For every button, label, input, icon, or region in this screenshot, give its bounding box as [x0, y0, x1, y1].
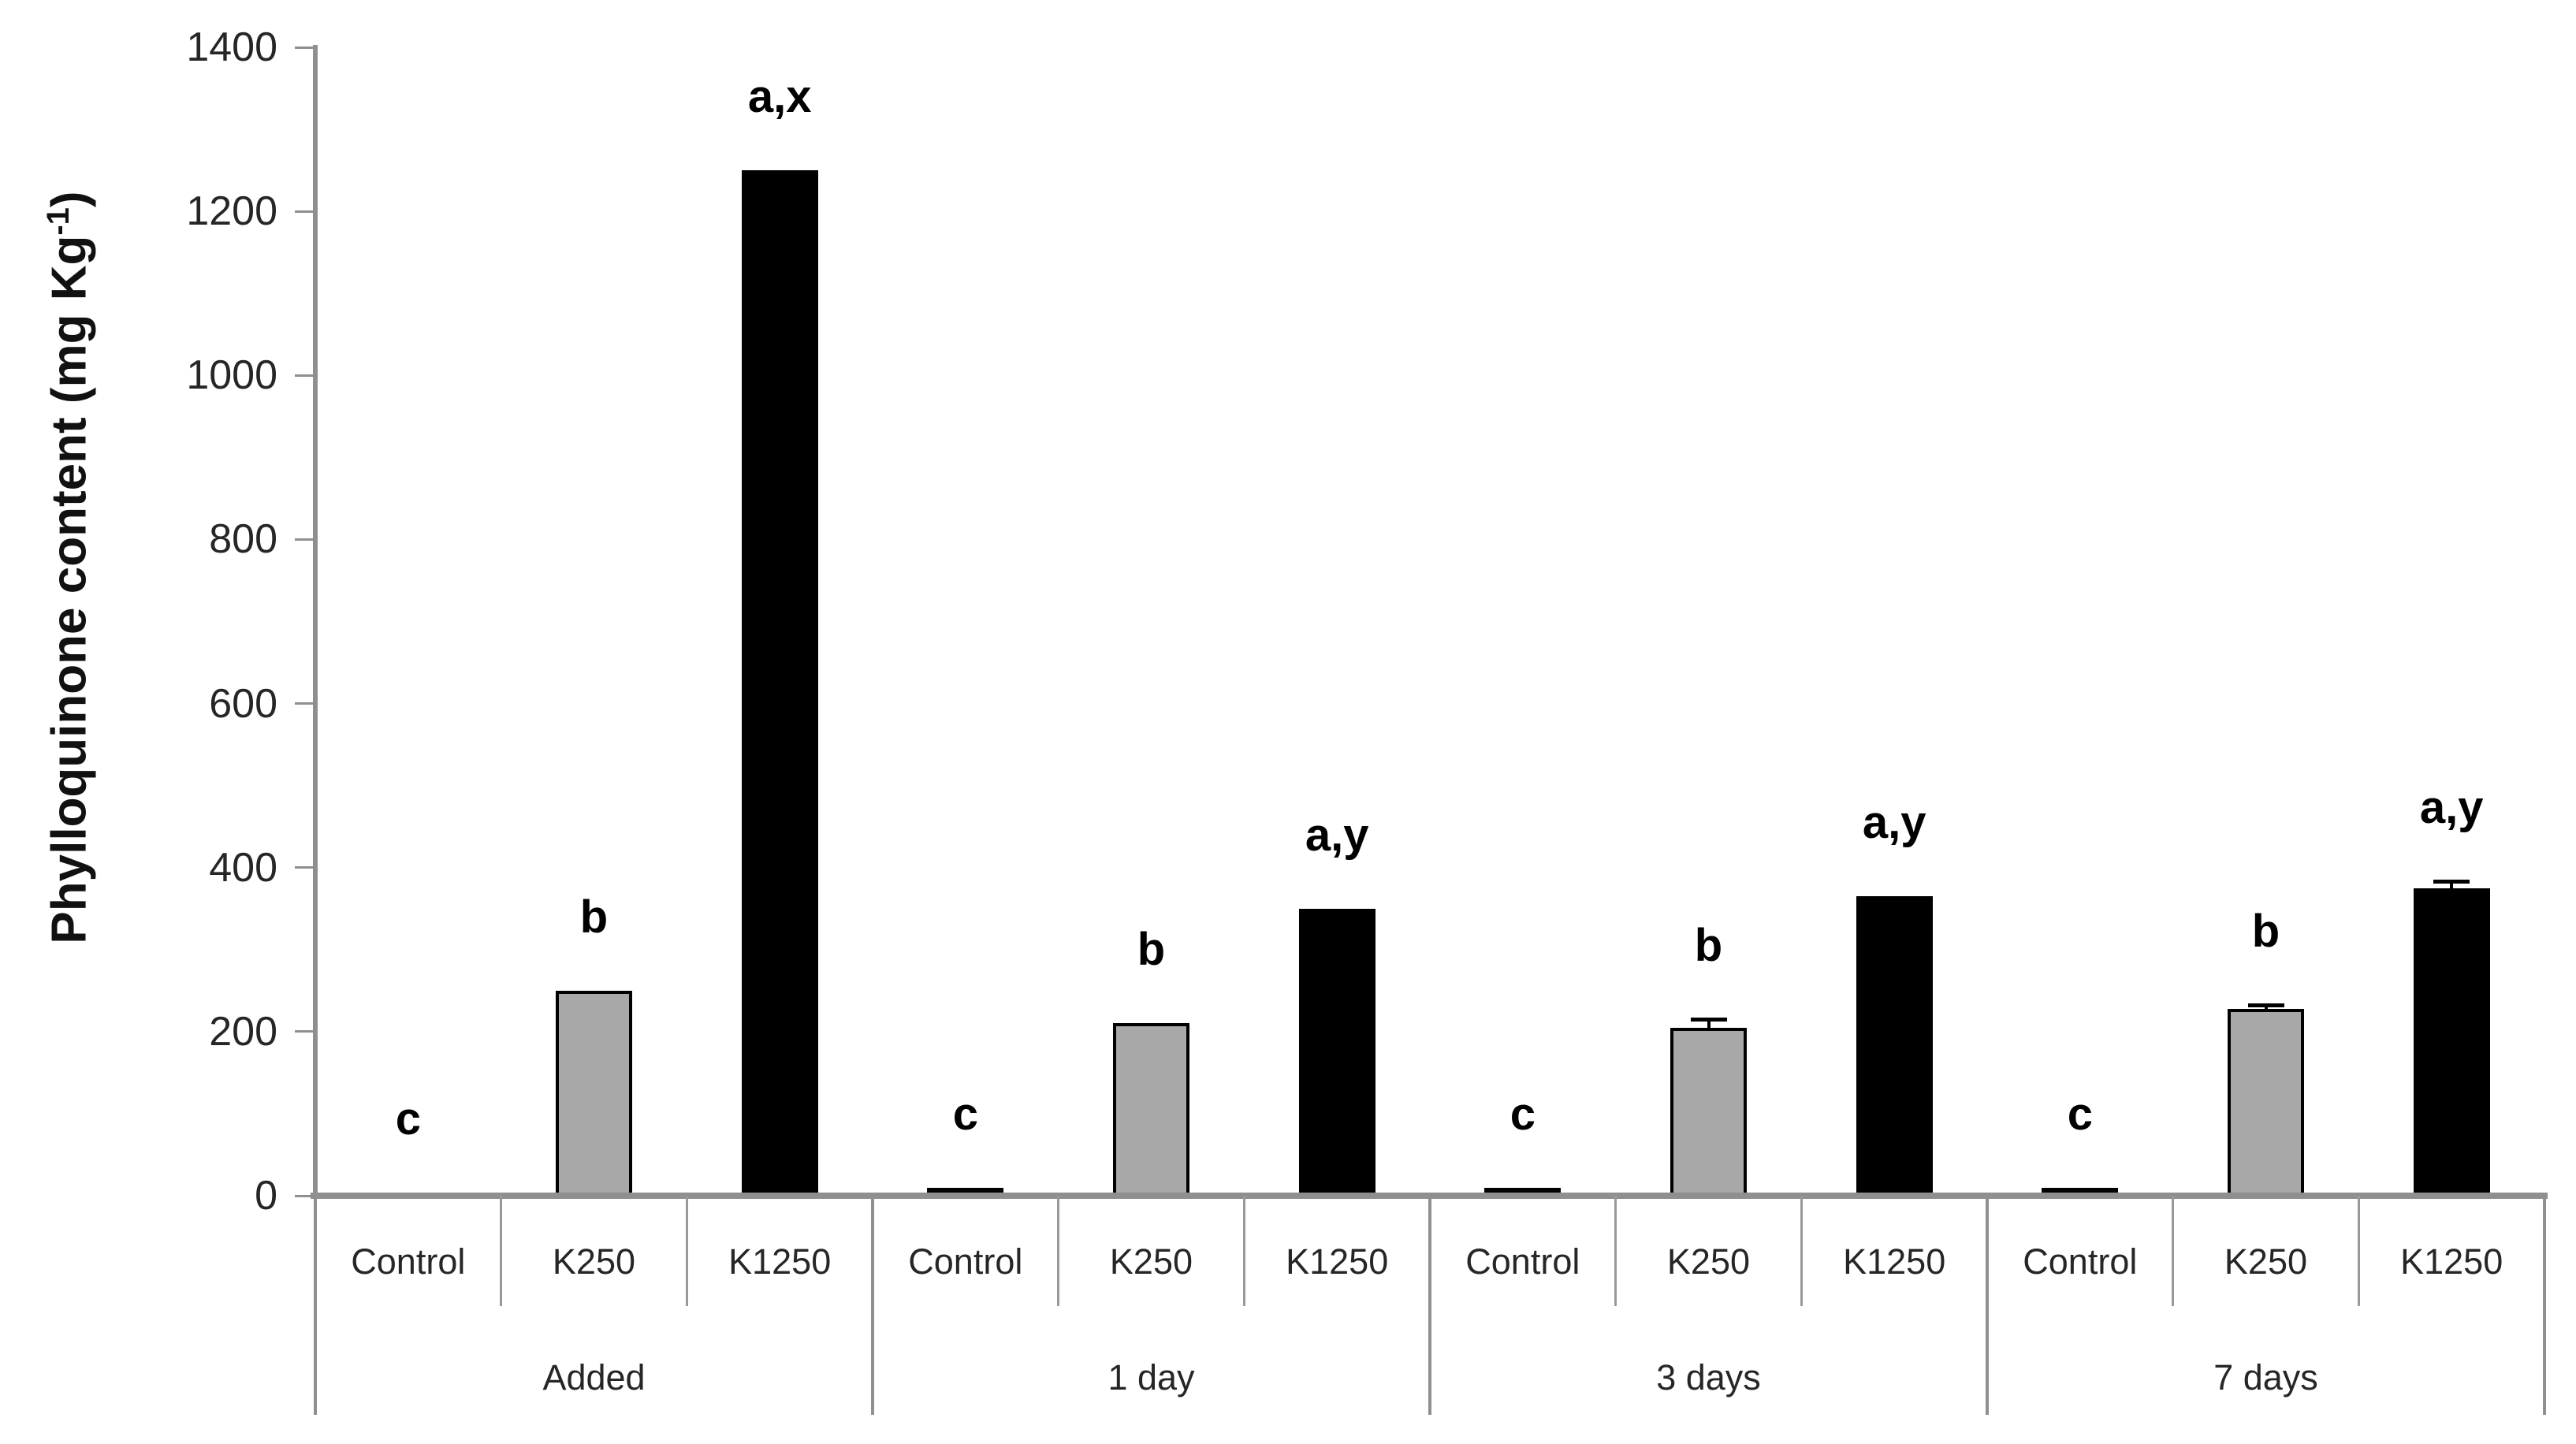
y-axis-title: Phylloquinone content (mg Kg-1): [29, 0, 97, 1198]
x-axis-group-separator: [871, 1196, 874, 1415]
significance-letter: c: [2067, 1088, 2093, 1140]
significance-letter: a,y: [1305, 809, 1369, 861]
y-axis-tick: [295, 374, 315, 377]
x-tick-label: K250: [1109, 1241, 1193, 1282]
x-tick-label: K250: [552, 1241, 636, 1282]
bar-k1250-3-days: [1856, 896, 1933, 1197]
bar-k250-3-days: [1670, 1027, 1747, 1197]
significance-letter: b: [579, 891, 609, 943]
bar-k1250-7-days: [2413, 888, 2490, 1197]
x-axis-group-separator: [314, 1196, 317, 1415]
significance-letter: b: [1694, 920, 1723, 972]
y-axis-title-superscript: -1: [41, 207, 76, 236]
x-tick-label: Control: [2023, 1241, 2138, 1282]
y-axis-tick: [295, 1030, 315, 1033]
x-axis-cell-separator: [1057, 1196, 1060, 1306]
significance-letter: a,y: [1862, 797, 1926, 849]
x-group-label: 3 days: [1656, 1357, 1761, 1397]
error-bar-stem: [2450, 881, 2454, 890]
y-axis-tick: [295, 538, 315, 541]
significance-letter: c: [952, 1088, 978, 1140]
error-bar-cap: [2247, 1003, 2284, 1007]
x-tick-label: K1250: [728, 1241, 832, 1282]
x-axis-cell-separator: [685, 1196, 688, 1306]
x-axis-cell-separator: [1614, 1196, 1617, 1306]
significance-letter: c: [1509, 1088, 1536, 1140]
x-axis-cell-separator: [2357, 1196, 2360, 1306]
x-tick-label: K1250: [2400, 1241, 2503, 1282]
y-tick-label: 1400: [186, 24, 277, 70]
y-tick-label: 0: [255, 1173, 277, 1219]
x-tick-label: Control: [908, 1241, 1023, 1282]
bar-k250-1-day: [1113, 1023, 1189, 1197]
error-bar-stem: [1707, 1019, 1711, 1029]
x-group-label: Added: [542, 1357, 646, 1397]
y-axis-tick: [295, 46, 315, 49]
significance-letter: a,x: [747, 71, 812, 123]
y-tick-label: 1000: [186, 352, 277, 399]
error-bar-cap: [1690, 1018, 1727, 1022]
significance-letter: b: [1137, 924, 1166, 976]
y-tick-label: 1200: [186, 188, 277, 235]
x-tick-label: K250: [1666, 1241, 1751, 1282]
y-axis-tick: [295, 866, 315, 869]
bar-k1250-Added: [741, 170, 818, 1197]
y-axis-tick: [295, 702, 315, 705]
x-axis-cell-separator: [2172, 1196, 2175, 1306]
bar-k250-Added: [556, 990, 632, 1197]
x-group-label: 7 days: [2213, 1357, 2318, 1397]
y-tick-label: 400: [209, 844, 277, 891]
x-tick-label: K250: [2224, 1241, 2308, 1282]
x-tick-label: K1250: [1286, 1241, 1389, 1282]
bar-k1250-1-day: [1298, 908, 1375, 1197]
y-axis-line: [313, 45, 318, 1196]
y-tick-label: 200: [209, 1008, 277, 1055]
x-axis-cell-separator: [1242, 1196, 1245, 1306]
error-bar-stem: [2264, 1004, 2268, 1010]
x-axis-cell-separator: [1800, 1196, 1803, 1306]
significance-letter: c: [395, 1093, 421, 1144]
y-axis-tick: [295, 1194, 315, 1197]
x-axis-group-separator: [2543, 1196, 2546, 1415]
error-bar-cap: [2433, 880, 2470, 884]
x-group-label: 1 day: [1107, 1357, 1195, 1397]
x-axis-group-separator: [1986, 1196, 1989, 1415]
x-tick-label: Control: [351, 1241, 466, 1282]
y-axis-tick: [295, 210, 315, 213]
significance-letter: b: [2251, 905, 2280, 957]
x-tick-label: Control: [1465, 1241, 1580, 1282]
y-axis-title-text: Phylloquinone content (mg Kg: [42, 235, 97, 944]
y-tick-label: 800: [209, 516, 277, 563]
y-tick-label: 600: [209, 680, 277, 727]
x-tick-label: K1250: [1843, 1241, 1946, 1282]
x-axis-cell-separator: [500, 1196, 503, 1306]
bar-k250-7-days: [2228, 1008, 2304, 1197]
x-axis-group-separator: [1428, 1196, 1431, 1415]
significance-letter: a,y: [2419, 782, 2484, 834]
